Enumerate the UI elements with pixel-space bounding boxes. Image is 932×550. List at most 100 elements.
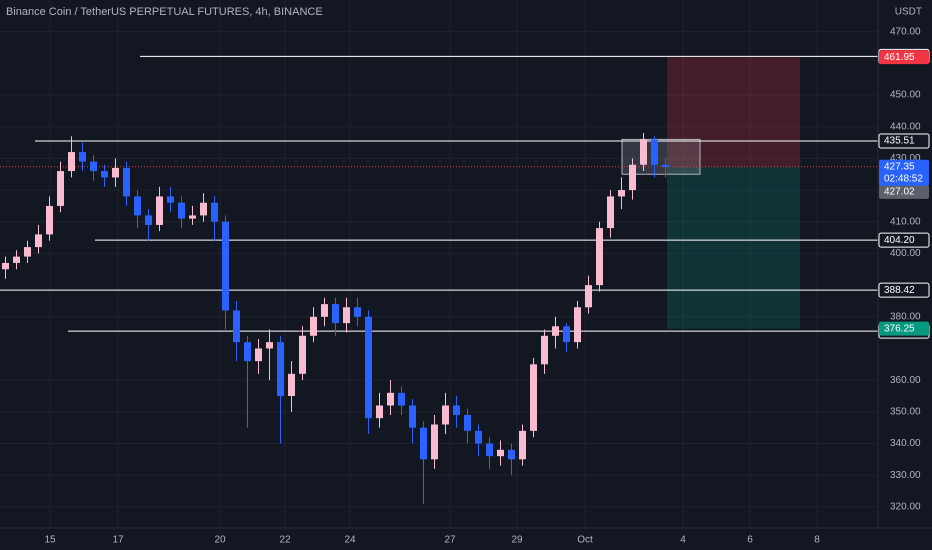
candle-body bbox=[134, 196, 141, 216]
candle-body bbox=[387, 392, 394, 406]
x-tick-label: 27 bbox=[444, 535, 456, 546]
level-label-box bbox=[878, 133, 930, 149]
candle-body bbox=[651, 139, 658, 165]
candle-body bbox=[46, 205, 53, 235]
candle-body bbox=[310, 316, 317, 336]
y-tick-label: 380.00 bbox=[890, 311, 921, 322]
candle-body bbox=[112, 167, 119, 178]
stop-zone bbox=[667, 57, 800, 167]
candle-body bbox=[24, 247, 31, 257]
x-tick-label: 6 bbox=[747, 535, 753, 546]
y-tick-label: 470.00 bbox=[890, 26, 921, 37]
candle-body bbox=[486, 443, 493, 457]
candle-body bbox=[376, 405, 383, 419]
last-price-box bbox=[879, 159, 929, 186]
candle-body bbox=[519, 430, 526, 460]
candle-body bbox=[200, 202, 207, 216]
candle-body bbox=[90, 161, 97, 172]
y-tick-label: 320.00 bbox=[890, 502, 921, 513]
candle-body bbox=[662, 164, 669, 167]
countdown: 02:48:52 bbox=[884, 173, 923, 184]
target-zone bbox=[667, 166, 800, 329]
candle-body bbox=[365, 316, 372, 419]
candle-body bbox=[629, 164, 636, 191]
candle-body bbox=[211, 202, 218, 222]
y-tick-label: 330.00 bbox=[890, 470, 921, 481]
candle-body bbox=[398, 392, 405, 406]
level-label-box bbox=[878, 282, 930, 298]
candle-body bbox=[607, 196, 614, 229]
candle-body bbox=[266, 342, 273, 349]
candle-body bbox=[508, 449, 515, 460]
x-tick-label: 8 bbox=[814, 535, 820, 546]
entry_price-box bbox=[879, 184, 929, 199]
y-tick-label: 340.00 bbox=[890, 438, 921, 449]
candle-body bbox=[222, 221, 229, 311]
candle-body bbox=[178, 202, 185, 219]
candle-body bbox=[563, 326, 570, 343]
candle-body bbox=[640, 139, 647, 165]
candle-body bbox=[464, 414, 471, 431]
target_price-label: 376.25 bbox=[884, 323, 915, 334]
candle-body bbox=[233, 310, 240, 343]
y-tick-label: 360.00 bbox=[890, 375, 921, 386]
y-tick-label: 430.00 bbox=[890, 153, 921, 164]
candle-body bbox=[79, 152, 86, 162]
chart-title: Binance Coin / TetherUS PERPETUAL FUTURE… bbox=[6, 6, 323, 18]
candle-body bbox=[442, 405, 449, 425]
candle-body bbox=[453, 405, 460, 415]
candle-body bbox=[574, 307, 581, 343]
candle-body bbox=[530, 364, 537, 431]
candle-body bbox=[35, 234, 42, 248]
position-tool bbox=[621, 57, 800, 329]
candle-body bbox=[145, 215, 152, 225]
x-tick-label: Oct bbox=[577, 535, 593, 546]
candle-body bbox=[167, 196, 174, 203]
stop_price-box bbox=[879, 50, 929, 65]
level-label: 388.42 bbox=[884, 285, 915, 296]
candle-body bbox=[321, 304, 328, 317]
candle-body bbox=[541, 335, 548, 365]
x-tick-label: 20 bbox=[214, 535, 226, 546]
y-tick-label: 350.00 bbox=[890, 406, 921, 417]
y-tick-label: 400.00 bbox=[890, 248, 921, 259]
level-label: 404.20 bbox=[884, 235, 915, 246]
candle-body bbox=[431, 424, 438, 460]
level-label-box bbox=[878, 232, 930, 248]
y-tick-label: 440.00 bbox=[890, 121, 921, 132]
x-tick-label: 4 bbox=[680, 535, 686, 546]
candle-body bbox=[288, 373, 295, 396]
candle-body bbox=[156, 196, 163, 225]
candle-body bbox=[299, 335, 306, 374]
candle-body bbox=[277, 342, 284, 396]
candle-body bbox=[244, 342, 251, 362]
candle-body bbox=[68, 152, 75, 172]
currency: USDT bbox=[895, 7, 922, 18]
candle-body bbox=[101, 171, 108, 178]
last-price-label: 427.35 bbox=[884, 161, 915, 172]
x-tick-label: 17 bbox=[112, 535, 124, 546]
target_price-box bbox=[879, 321, 929, 336]
candle-body bbox=[189, 215, 196, 219]
price-axis: 320.00 330.00 340.00 350.00 360.00 380.00 400.… bbox=[44, 26, 930, 546]
candle-body bbox=[2, 262, 9, 270]
candle-body bbox=[497, 449, 504, 457]
candle-body bbox=[57, 171, 64, 206]
x-tick-label: 29 bbox=[511, 535, 523, 546]
candle-body bbox=[255, 348, 262, 362]
candle-body bbox=[354, 307, 361, 317]
candle-body bbox=[13, 256, 20, 263]
candle-body bbox=[552, 326, 559, 336]
entry_price-label: 427.02 bbox=[884, 186, 915, 197]
candle-body bbox=[475, 430, 482, 444]
candle-body bbox=[585, 285, 592, 308]
candle-body bbox=[123, 167, 130, 197]
candle-body bbox=[332, 304, 339, 324]
candle-body bbox=[409, 405, 416, 428]
x-tick-label: 24 bbox=[344, 535, 356, 546]
x-tick-label: 22 bbox=[279, 535, 291, 546]
stop_price-label: 461.95 bbox=[884, 52, 915, 63]
